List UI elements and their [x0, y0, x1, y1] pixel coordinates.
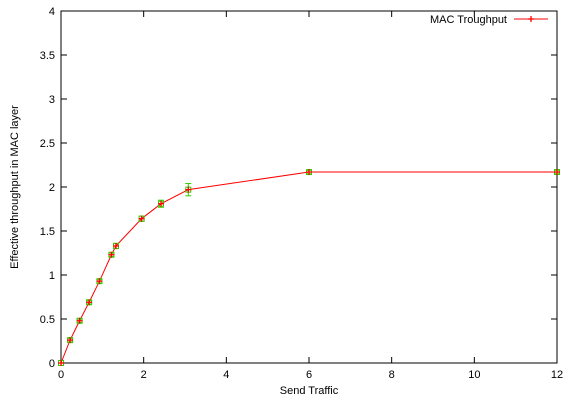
data-point — [96, 278, 103, 285]
data-point — [86, 299, 93, 306]
y-axis: 0 0.5 1 1.5 2 2.5 3 3.5 4 — [40, 6, 557, 370]
data-point — [108, 251, 115, 258]
y-axis-label: Effective throughput in MAC layer — [9, 105, 21, 269]
data-point — [76, 317, 83, 324]
x-tick-label: 10 — [468, 369, 480, 381]
y-tick-label: 0 — [49, 358, 55, 370]
series-layer — [58, 169, 560, 366]
data-point — [112, 242, 119, 250]
data-point — [67, 337, 74, 344]
x-tick-label: 12 — [551, 369, 563, 381]
y-tick-label: 1.5 — [40, 226, 55, 238]
y-tick-label: 3.5 — [40, 50, 55, 62]
y-tick-label: 1 — [49, 270, 55, 282]
x-axis-label: Send Traffic — [280, 385, 339, 397]
series-line — [60, 171, 557, 364]
y-tick-label: 2 — [49, 182, 55, 194]
x-tick-label: 0 — [58, 369, 64, 381]
data-point — [306, 169, 312, 176]
y-tick-label: 0.5 — [40, 314, 55, 326]
data-point — [138, 215, 145, 222]
x-axis: 0 2 4 6 8 10 12 — [58, 11, 563, 381]
x-tick-label: 8 — [389, 369, 395, 381]
x-tick-label: 6 — [306, 369, 312, 381]
legend-marker — [528, 16, 534, 22]
y-tick-label: 4 — [49, 6, 55, 18]
data-point — [158, 199, 165, 208]
legend-label: MAC Troughput — [430, 14, 507, 26]
plot-frame — [60, 10, 558, 364]
data-point — [58, 360, 64, 366]
x-tick-label: 4 — [223, 369, 229, 381]
x-tick-label: 2 — [141, 369, 147, 381]
data-point — [185, 182, 192, 197]
data-point — [554, 169, 560, 176]
y-tick-label: 3 — [49, 94, 55, 106]
y-tick-label: 2.5 — [40, 138, 55, 150]
legend: MAC Troughput — [430, 14, 548, 26]
